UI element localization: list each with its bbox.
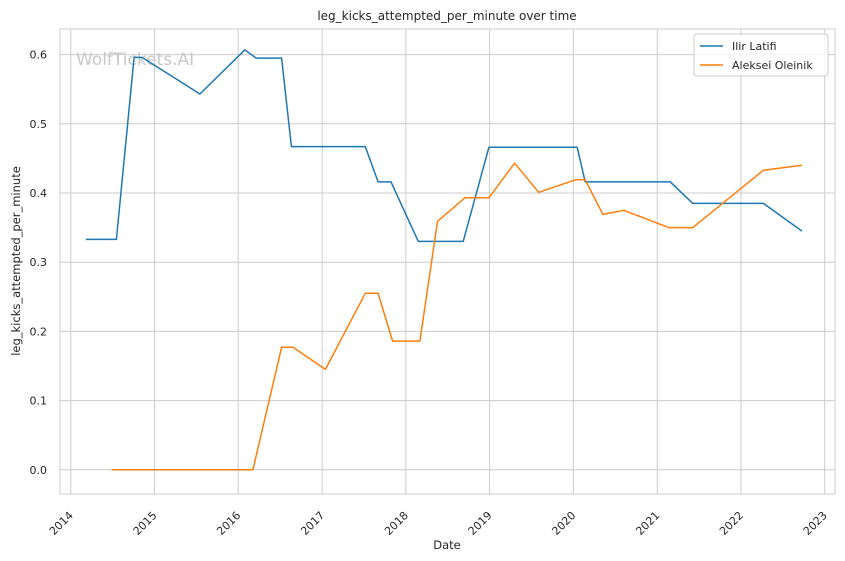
x-axis-title: Date	[433, 538, 461, 552]
y-tick-label-0.3: 0.3	[30, 256, 48, 269]
watermark: WolfTickets.AI	[76, 50, 194, 70]
grid	[60, 29, 835, 494]
plot-area-frame	[59, 28, 836, 495]
y-tick-label-0.1: 0.1	[30, 395, 48, 408]
series-layer	[85, 49, 803, 471]
legend-box	[693, 33, 829, 77]
y-tick-label-0.2: 0.2	[30, 325, 48, 338]
legend: Ilir Latifi Aleksei Oleinik	[693, 33, 829, 77]
y-tick-label-0.0: 0.0	[30, 464, 48, 477]
y-tick-label-0.5: 0.5	[30, 118, 48, 131]
legend-label-ilir-latifi: Ilir Latifi	[732, 40, 777, 53]
y-tick-label-0.6: 0.6	[30, 49, 48, 62]
series-line-ilir-latifi	[85, 49, 803, 243]
y-tick-label-0.4: 0.4	[30, 187, 48, 200]
chart-title: leg_kicks_attempted_per_minute over time	[317, 9, 576, 23]
legend-label-aleksei-oleinik: Aleksei Oleinik	[732, 59, 813, 72]
series-line-aleksei-oleinik	[111, 162, 803, 471]
y-axis-title: leg_kicks_attempted_per_minute	[9, 166, 23, 356]
